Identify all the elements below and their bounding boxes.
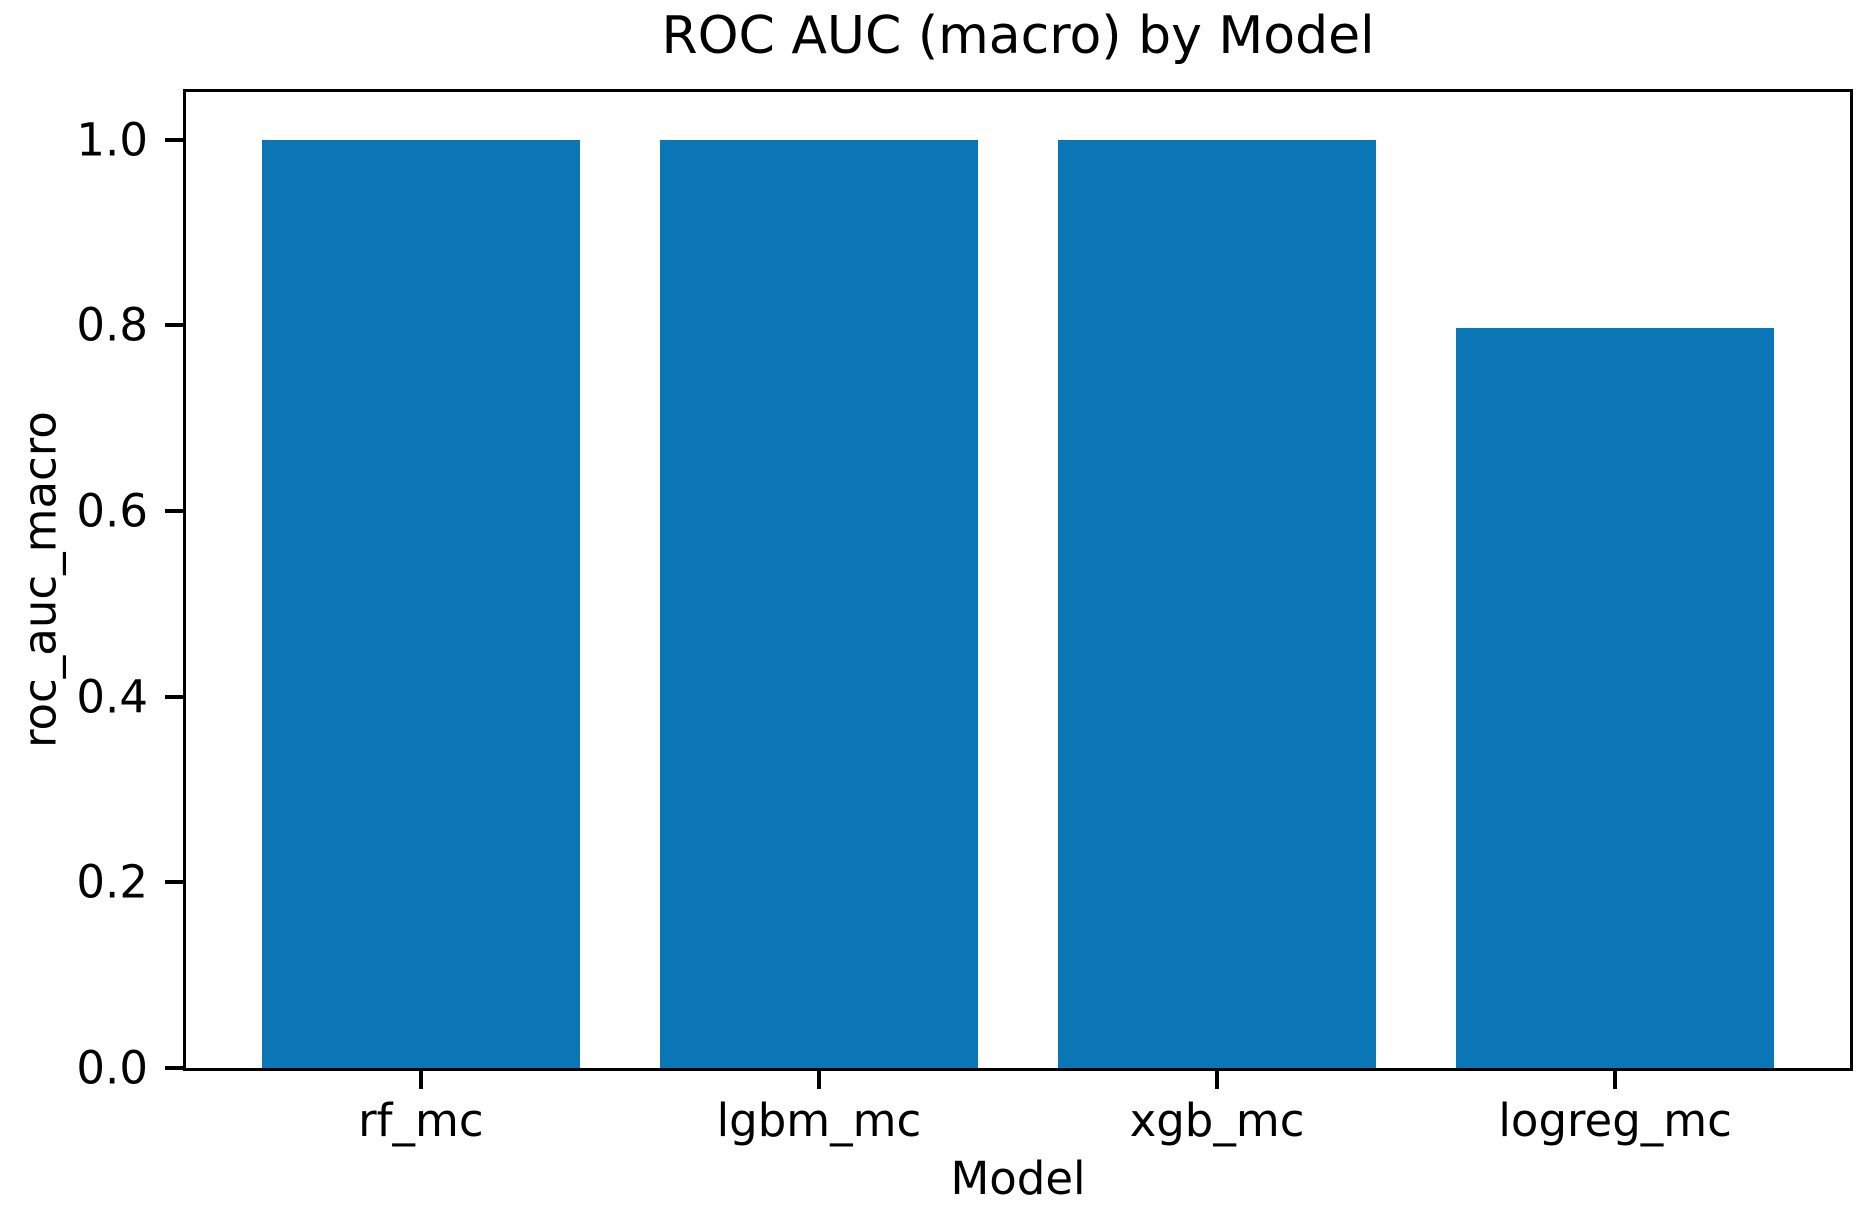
bar-lgbm_mc (659, 139, 979, 1068)
x-tick-label-logreg_mc: logreg_mc (1498, 1094, 1732, 1147)
x-tick-label-rf_mc: rf_mc (358, 1094, 484, 1147)
y-tick-label: 0.0 (76, 1041, 148, 1095)
y-tick-mark (165, 323, 183, 328)
bar-logreg_mc (1455, 328, 1775, 1068)
y-tick-label: 0.6 (76, 484, 148, 538)
x-tick-mark (418, 1071, 423, 1089)
x-tick-mark (1215, 1071, 1220, 1089)
y-tick-mark (165, 1066, 183, 1070)
y-axis-label: roc_auc_macro (13, 411, 67, 749)
x-tick-mark (816, 1071, 821, 1089)
x-tick-label-xgb_mc: xgb_mc (1129, 1094, 1305, 1147)
x-tick-mark (1613, 1071, 1618, 1089)
y-tick-label: 0.2 (76, 855, 148, 909)
y-tick-mark (165, 694, 183, 699)
y-tick-label: 0.4 (76, 670, 148, 724)
bar-rf_mc (261, 139, 581, 1068)
x-tick-label-lgbm_mc: lgbm_mc (716, 1094, 922, 1147)
y-tick-mark (165, 137, 183, 142)
chart-title: ROC AUC (macro) by Model (661, 6, 1375, 66)
y-tick-label: 0.8 (76, 298, 148, 352)
plot-area: 0.0 0.2 0.4 0.6 0.8 1.0 rf_mc lgbm_mc xgb_mc logr… (76, 89, 1853, 1143)
y-tick-label: 1.0 (76, 113, 148, 167)
x-axis-label: Model (950, 1152, 1086, 1205)
bar-xgb_mc (1057, 139, 1377, 1068)
y-tick-mark (165, 509, 183, 514)
y-tick-mark (165, 880, 183, 885)
